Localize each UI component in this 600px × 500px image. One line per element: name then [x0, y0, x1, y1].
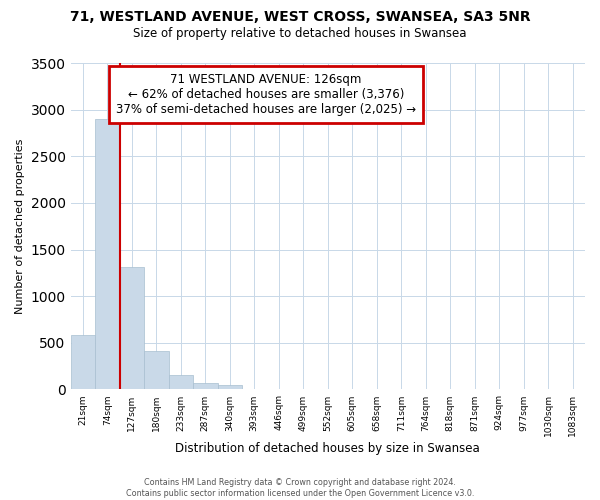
Bar [95, 119, 119, 390]
Text: 71, WESTLAND AVENUE, WEST CROSS, SWANSEA, SA3 5NR: 71, WESTLAND AVENUE, WEST CROSS, SWANSEA… [70, 10, 530, 24]
X-axis label: Distribution of detached houses by size in Swansea: Distribution of detached houses by size … [175, 442, 480, 455]
Bar [119, 268, 144, 390]
Text: Size of property relative to detached houses in Swansea: Size of property relative to detached ho… [133, 28, 467, 40]
Bar [218, 385, 242, 390]
Bar [144, 350, 169, 390]
Bar [71, 336, 95, 390]
Text: Contains HM Land Registry data © Crown copyright and database right 2024.
Contai: Contains HM Land Registry data © Crown c… [126, 478, 474, 498]
Y-axis label: Number of detached properties: Number of detached properties [15, 138, 25, 314]
Text: 71 WESTLAND AVENUE: 126sqm
← 62% of detached houses are smaller (3,376)
37% of s: 71 WESTLAND AVENUE: 126sqm ← 62% of deta… [116, 73, 416, 116]
Bar [193, 384, 218, 390]
Bar [169, 374, 193, 390]
